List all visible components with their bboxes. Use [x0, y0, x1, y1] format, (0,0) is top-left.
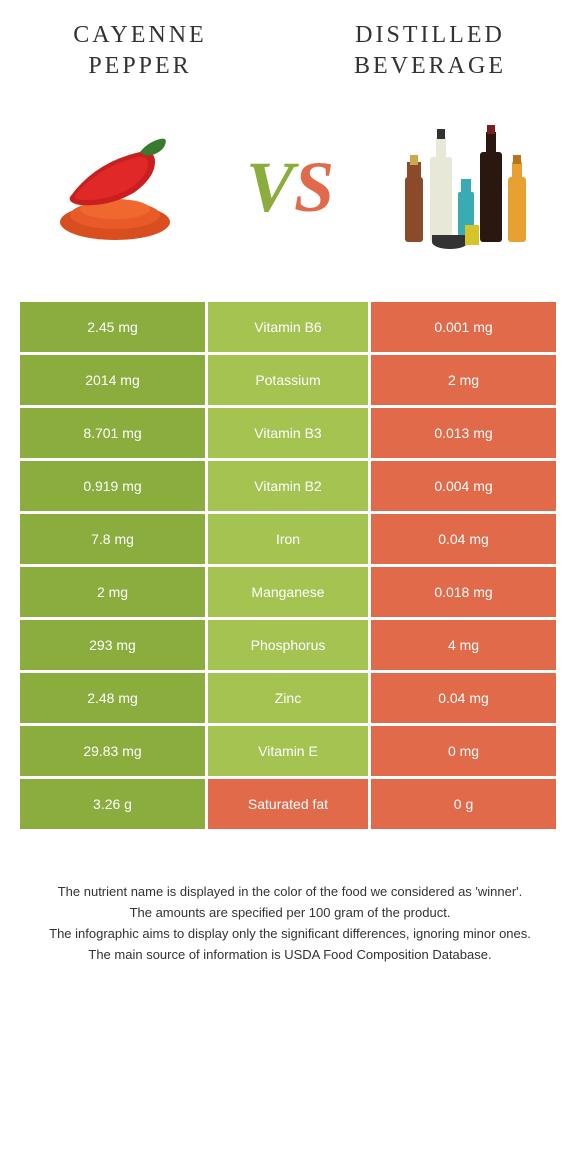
left-value: 29.83 mg [20, 726, 205, 776]
right-value: 0 g [371, 779, 556, 829]
right-value: 4 mg [371, 620, 556, 670]
left-value: 0.919 mg [20, 461, 205, 511]
left-value: 2 mg [20, 567, 205, 617]
table-row: 7.8 mgIron0.04 mg [20, 514, 560, 564]
nutrient-name: Manganese [208, 567, 368, 617]
table-row: 2 mgManganese0.018 mg [20, 567, 560, 617]
left-value: 3.26 g [20, 779, 205, 829]
right-value: 0.04 mg [371, 514, 556, 564]
table-row: 293 mgPhosphorus4 mg [20, 620, 560, 670]
nutrient-name: Vitamin E [208, 726, 368, 776]
left-value: 293 mg [20, 620, 205, 670]
footer-line-1: The nutrient name is displayed in the co… [30, 882, 550, 903]
vs-s: S [294, 147, 334, 227]
table-row: 8.701 mgVitamin B30.013 mg [20, 408, 560, 458]
nutrient-name: Zinc [208, 673, 368, 723]
table-row: 3.26 gSaturated fat0 g [20, 779, 560, 829]
left-value: 2.48 mg [20, 673, 205, 723]
nutrient-name: Saturated fat [208, 779, 368, 829]
right-value: 0.018 mg [371, 567, 556, 617]
left-value: 7.8 mg [20, 514, 205, 564]
right-value: 0.004 mg [371, 461, 556, 511]
nutrient-name: Vitamin B2 [208, 461, 368, 511]
right-title: DISTILLED BEVERAGE [320, 20, 540, 82]
table-row: 2.45 mgVitamin B60.001 mg [20, 302, 560, 352]
left-value: 8.701 mg [20, 408, 205, 458]
footer-notes: The nutrient name is displayed in the co… [0, 832, 580, 985]
left-value: 2.45 mg [20, 302, 205, 352]
vs-label: VS [246, 146, 334, 229]
vs-v: V [246, 147, 294, 227]
table-row: 2014 mgPotassium2 mg [20, 355, 560, 405]
table-row: 29.83 mgVitamin E0 mg [20, 726, 560, 776]
nutrient-name: Iron [208, 514, 368, 564]
footer-line-2: The amounts are specified per 100 gram o… [30, 903, 550, 924]
table-row: 2.48 mgZinc0.04 mg [20, 673, 560, 723]
distilled-beverage-image [390, 112, 540, 262]
nutrient-table: 2.45 mgVitamin B60.001 mg2014 mgPotassiu… [20, 302, 560, 829]
right-value: 0.013 mg [371, 408, 556, 458]
nutrient-name: Potassium [208, 355, 368, 405]
right-value: 0.001 mg [371, 302, 556, 352]
nutrient-name: Phosphorus [208, 620, 368, 670]
footer-line-3: The infographic aims to display only the… [30, 924, 550, 945]
table-row: 0.919 mgVitamin B20.004 mg [20, 461, 560, 511]
right-value: 0 mg [371, 726, 556, 776]
nutrient-name: Vitamin B3 [208, 408, 368, 458]
left-title: CAYENNE PEPPER [40, 20, 240, 82]
left-value: 2014 mg [20, 355, 205, 405]
right-value: 0.04 mg [371, 673, 556, 723]
cayenne-pepper-image [40, 112, 190, 262]
right-value: 2 mg [371, 355, 556, 405]
footer-line-4: The main source of information is USDA F… [30, 945, 550, 966]
nutrient-name: Vitamin B6 [208, 302, 368, 352]
